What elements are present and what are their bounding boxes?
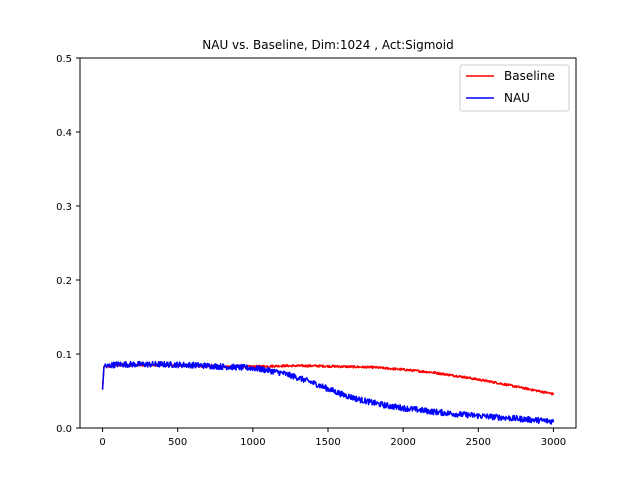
y-tick-label: 0.3	[56, 202, 72, 213]
x-tick-label: 1500	[315, 437, 340, 448]
x-tick-label: 3000	[541, 437, 566, 448]
x-tick-label: 2500	[466, 437, 491, 448]
x-tick-label: 500	[168, 437, 187, 448]
y-axis: 0.0 0.1 0.2 0.3 0.4 0.5	[56, 54, 80, 435]
x-tick-label: 2000	[390, 437, 415, 448]
chart-title: NAU vs. Baseline, Dim:1024 , Act:Sigmoid	[202, 38, 453, 52]
plot-lines	[101, 360, 555, 425]
y-tick-label: 0.4	[56, 128, 72, 139]
legend-label: Baseline	[504, 69, 555, 83]
y-tick-label: 0.2	[56, 276, 72, 287]
y-tick-label: 0.0	[56, 424, 72, 435]
x-axis: 0 500 1000 1500 2000 2500 3000	[99, 428, 566, 448]
y-tick-label: 0.1	[56, 350, 72, 361]
x-tick-label: 1000	[240, 437, 265, 448]
legend-label: NAU	[504, 91, 530, 105]
legend: Baseline NAU	[459, 64, 570, 112]
y-tick-label: 0.5	[56, 54, 72, 65]
x-tick-label: 0	[99, 437, 105, 448]
series-line-nau	[101, 360, 555, 425]
